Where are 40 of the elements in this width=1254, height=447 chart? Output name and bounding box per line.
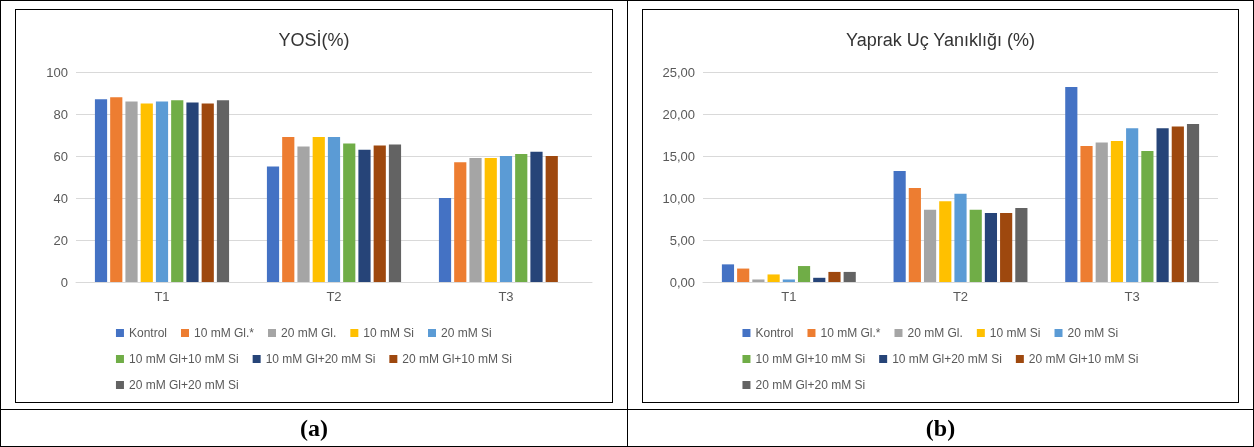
legend-label: 20 mM Gl+20 mM Si xyxy=(128,378,239,392)
x-tick-label: T2 xyxy=(326,289,342,304)
x-tick-label: T1 xyxy=(781,289,797,304)
legend-label: Kontrol xyxy=(755,326,794,340)
legend-label: 10 mM Gl.* xyxy=(193,326,255,340)
y-tick-label: 40 xyxy=(53,190,68,206)
y-tick-label: 20,00 xyxy=(662,106,695,122)
x-tick-label: T3 xyxy=(498,289,514,304)
legend-label: 10 mM Si xyxy=(989,326,1041,340)
legend-label: 10 mM Si xyxy=(363,326,415,340)
legend-label: 20 mM Si xyxy=(1067,326,1119,340)
legend-label: 10 mM Gl+20 mM Si xyxy=(265,352,376,366)
x-tick-label: T1 xyxy=(154,289,170,304)
y-tick-label: 60 xyxy=(53,148,68,164)
x-tick-label: T3 xyxy=(1124,289,1140,304)
legend-label: 20 mM Gl. xyxy=(907,326,963,340)
y-tick-label: 0,00 xyxy=(669,274,695,290)
y-tick-label: 100 xyxy=(46,64,68,80)
chart-title: Yaprak Uç Yanıklığı (%) xyxy=(845,30,1036,50)
y-tick-label: 25,00 xyxy=(662,64,695,80)
legend-label: 10 mM Gl+10 mM Si xyxy=(128,352,239,366)
legend-label: 10 mM Gl+20 mM Si xyxy=(892,352,1002,366)
legend-label: 10 mM Gl.* xyxy=(820,326,881,340)
legend-label: 20 mM Gl+10 mM Si xyxy=(402,352,513,366)
legend-label: 20 mM Gl+10 mM Si xyxy=(1028,352,1139,366)
y-tick-label: 10,00 xyxy=(662,190,695,206)
legend-label: 20 mM Gl. xyxy=(280,326,337,340)
legend-label: 20 mM Si xyxy=(441,326,492,340)
legend-label: 20 mM Gl+20 mM Si xyxy=(755,378,866,392)
legend-label: 10 mM Gl+10 mM Si xyxy=(755,352,866,366)
text: (b) xyxy=(628,409,1253,446)
y-tick-label: 20 xyxy=(53,232,68,248)
y-tick-label: 5,00 xyxy=(669,232,695,248)
text: (a) xyxy=(1,409,627,446)
chart-title: YOSİ(%) xyxy=(278,30,350,50)
y-tick-label: 15,00 xyxy=(662,148,695,164)
y-tick-label: 0 xyxy=(60,274,68,290)
x-tick-label: T2 xyxy=(952,289,969,304)
y-tick-label: 80 xyxy=(53,106,68,122)
legend-label: Kontrol xyxy=(128,326,167,340)
